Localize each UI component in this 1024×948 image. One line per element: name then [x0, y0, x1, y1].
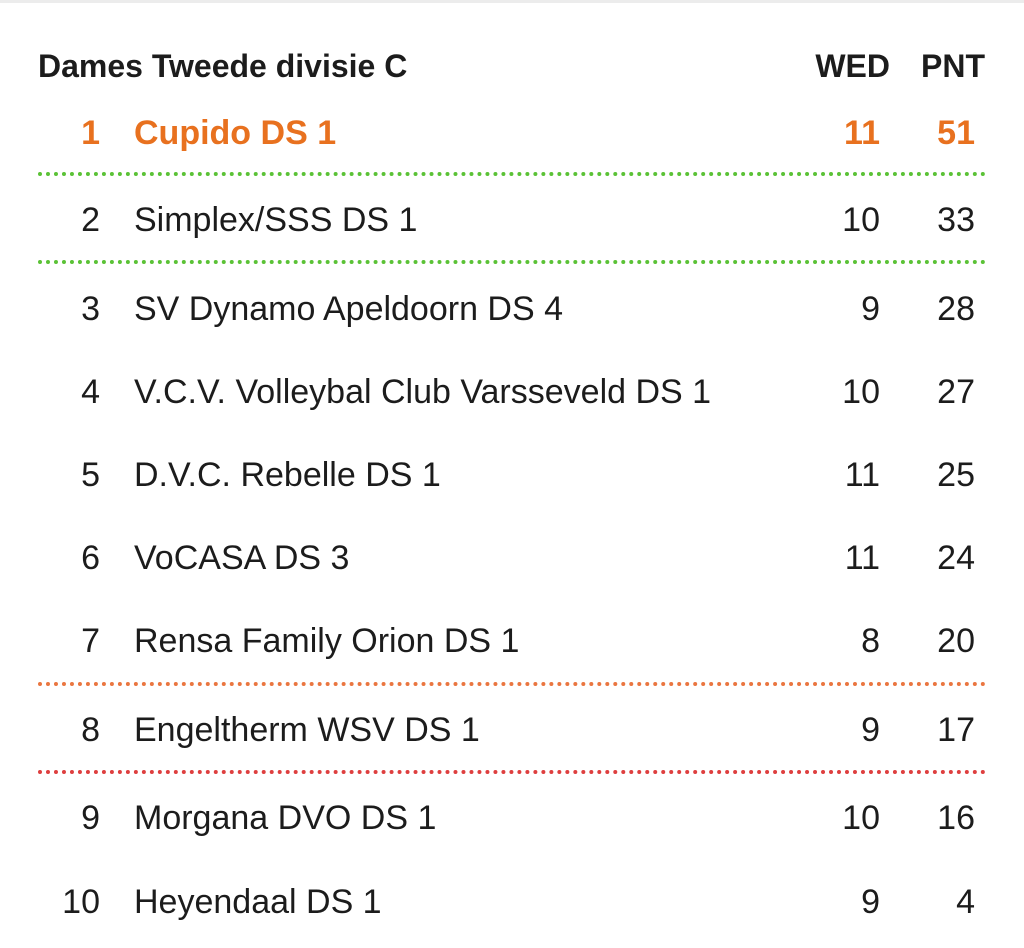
matches-played: 8 — [861, 622, 880, 660]
table-row[interactable]: 7 Rensa Family Orion DS 1 8 20 — [0, 611, 1024, 671]
team-name: Simplex/SSS DS 1 — [134, 201, 418, 239]
position: 4 — [81, 373, 100, 411]
points: 17 — [937, 711, 975, 749]
matches-played: 9 — [861, 290, 880, 328]
matches-played: 11 — [844, 456, 880, 494]
points: 27 — [937, 373, 975, 411]
table-row-highlighted[interactable]: 1 Cupido DS 1 11 51 — [0, 103, 1024, 163]
team-name: Rensa Family Orion DS 1 — [134, 622, 520, 660]
table-row[interactable]: 4 V.C.V. Volleybal Club Varsseveld DS 1 … — [0, 362, 1024, 422]
matches-played: 9 — [861, 711, 880, 749]
position: 3 — [81, 290, 100, 328]
points: 51 — [937, 114, 975, 152]
position: 5 — [81, 456, 100, 494]
points: 20 — [937, 622, 975, 660]
team-name: V.C.V. Volleybal Club Varsseveld DS 1 — [134, 373, 712, 411]
points: 4 — [956, 883, 975, 921]
position: 8 — [81, 711, 100, 749]
team-name: D.V.C. Rebelle DS 1 — [134, 456, 441, 494]
matches-played: 9 — [861, 883, 880, 921]
position: 10 — [62, 883, 100, 921]
team-name: Engeltherm WSV DS 1 — [134, 711, 480, 749]
position: 1 — [81, 114, 100, 152]
points: 25 — [937, 456, 975, 494]
promotion-divider — [38, 172, 986, 176]
position: 2 — [81, 201, 100, 239]
table-row[interactable]: 3 SV Dynamo Apeldoorn DS 4 9 28 — [0, 279, 1024, 339]
position: 6 — [81, 539, 100, 577]
team-name: Cupido DS 1 — [134, 114, 337, 152]
points: 16 — [937, 799, 975, 837]
points: 24 — [937, 539, 975, 577]
team-name: Heyendaal DS 1 — [134, 883, 382, 921]
position: 7 — [81, 622, 100, 660]
relegation-playoff-divider — [38, 682, 986, 686]
table-header: Dames Tweede divisie C WED PNT — [0, 36, 1024, 96]
matches-played: 11 — [844, 114, 880, 152]
promotion-playoff-divider — [38, 260, 986, 264]
column-header-points: PNT — [921, 48, 985, 84]
position: 9 — [81, 799, 100, 837]
table-row[interactable]: 2 Simplex/SSS DS 1 10 33 — [0, 190, 1024, 250]
table-row[interactable]: 5 D.V.C. Rebelle DS 1 11 25 — [0, 445, 1024, 505]
table-row[interactable]: 6 VoCASA DS 3 11 24 — [0, 528, 1024, 588]
table-row[interactable]: 10 Heyendaal DS 1 9 4 — [0, 872, 1024, 932]
team-name: Morgana DVO DS 1 — [134, 799, 437, 837]
matches-played: 10 — [842, 373, 880, 411]
points: 28 — [937, 290, 975, 328]
table-row[interactable]: 8 Engeltherm WSV DS 1 9 17 — [0, 700, 1024, 760]
matches-played: 10 — [842, 799, 880, 837]
matches-played: 11 — [844, 539, 880, 577]
division-title: Dames Tweede divisie C — [38, 48, 408, 84]
team-name: SV Dynamo Apeldoorn DS 4 — [134, 290, 564, 328]
points: 33 — [937, 201, 975, 239]
table-row[interactable]: 9 Morgana DVO DS 1 10 16 — [0, 788, 1024, 848]
matches-played: 10 — [842, 201, 880, 239]
column-header-matches: WED — [815, 48, 890, 84]
relegation-divider — [38, 770, 986, 774]
top-border — [0, 0, 1024, 3]
team-name: VoCASA DS 3 — [134, 539, 350, 577]
